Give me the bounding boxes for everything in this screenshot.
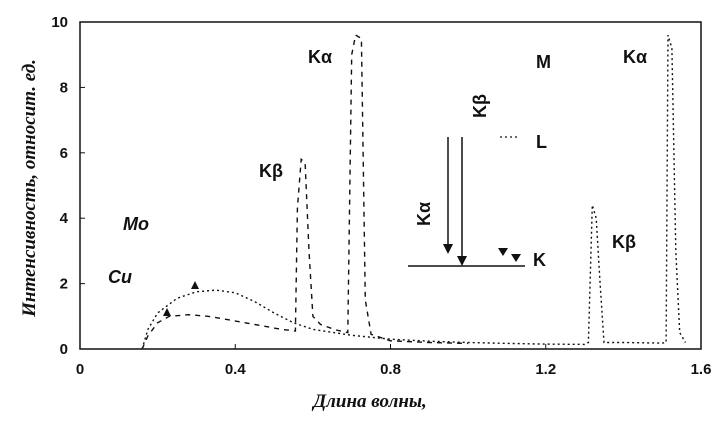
y-tick-label: 4 bbox=[60, 210, 69, 227]
series-layer bbox=[141, 34, 687, 350]
cu-maximum-marker bbox=[191, 281, 199, 289]
level-k-label: K bbox=[533, 250, 546, 270]
level-m-label: M bbox=[536, 52, 551, 72]
y-tick-label: 6 bbox=[60, 145, 68, 162]
mo-kalpha-label: Kα bbox=[308, 47, 332, 67]
x-axis-title: Длина волны, bbox=[311, 391, 427, 412]
mo-kbeta-label: Kβ bbox=[259, 161, 283, 181]
x-tick-label: 0.4 bbox=[225, 361, 247, 378]
energy-level-diagram: M L K Kα Kβ bbox=[408, 52, 551, 270]
x-tick-label: 0 bbox=[76, 361, 84, 378]
series-label-mo: Mo bbox=[123, 214, 149, 234]
kalpha-arrowhead bbox=[443, 244, 453, 254]
y-tick-label: 8 bbox=[60, 79, 68, 96]
y-tick-label: 0 bbox=[60, 341, 68, 358]
mo-maximum-marker bbox=[163, 308, 171, 316]
kbeta-arrowhead bbox=[457, 256, 467, 266]
cu-kbeta-label: Kβ bbox=[612, 232, 636, 252]
y-tick-label: 2 bbox=[60, 276, 68, 293]
level-l-label: L bbox=[536, 132, 547, 152]
y-axis-title: Интенсивность, относит. ед. bbox=[19, 59, 40, 318]
small-marker-1 bbox=[498, 248, 508, 256]
cu-kalpha-label: Kα bbox=[623, 47, 647, 67]
series-line-cu bbox=[141, 34, 687, 350]
arrow-kalpha-label: Kα bbox=[414, 202, 434, 226]
plot-frame bbox=[79, 21, 702, 350]
x-tick-label: 0.8 bbox=[380, 361, 401, 378]
axis-ticks: 0 0.4 0.8 1.2 1.6 0 2 4 6 8 10 bbox=[51, 14, 711, 378]
x-tick-label: 1.2 bbox=[535, 361, 556, 378]
series-label-cu: Cu bbox=[108, 267, 132, 287]
x-tick-label: 1.6 bbox=[691, 361, 712, 378]
y-tick-label: 10 bbox=[51, 14, 68, 31]
arrow-kbeta-label: Kβ bbox=[470, 94, 490, 118]
series-line-mo bbox=[141, 34, 469, 350]
small-marker-2 bbox=[511, 254, 521, 262]
